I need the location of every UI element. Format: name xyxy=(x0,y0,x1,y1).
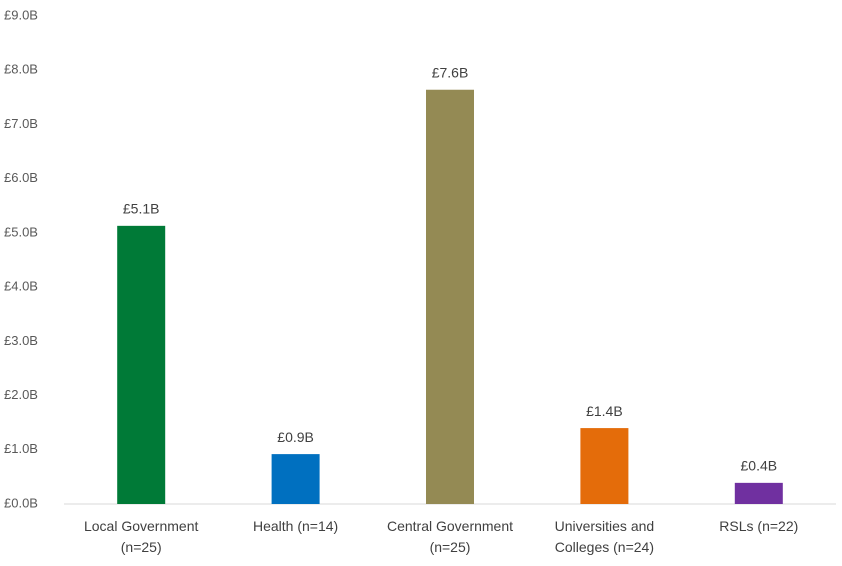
bar xyxy=(117,225,166,504)
y-tick-label: £6.0B xyxy=(4,170,38,185)
data-label: £7.6B xyxy=(432,64,469,80)
y-tick-label: £3.0B xyxy=(4,333,38,348)
bar xyxy=(734,482,783,504)
data-label: £1.4B xyxy=(586,403,623,419)
y-tick-label: £8.0B xyxy=(4,62,38,77)
x-tick-label: Local Government (n=25) xyxy=(83,518,199,555)
y-tick-label: £7.0B xyxy=(4,116,38,131)
y-tick-label: £2.0B xyxy=(4,387,38,402)
y-tick-label: £4.0B xyxy=(4,279,38,294)
data-label: £0.9B xyxy=(277,429,314,445)
bar xyxy=(580,428,629,504)
y-tick-label: £0.0B xyxy=(4,495,38,510)
x-tick-label: RSLs (n=22) xyxy=(719,518,799,534)
y-tick-label: £1.0B xyxy=(4,441,38,456)
y-tick-label: £9.0B xyxy=(4,7,38,22)
bar xyxy=(426,89,474,505)
data-label: £0.4B xyxy=(741,458,778,474)
bar xyxy=(271,454,320,504)
x-tick-label: Health (n=14) xyxy=(252,518,339,534)
data-label: £5.1B xyxy=(123,201,160,217)
y-tick-label: £5.0B xyxy=(4,224,38,239)
x-tick-label: Universities and Colleges (n=24) xyxy=(554,518,655,555)
x-tick-label: Central Government (n=25) xyxy=(386,518,514,555)
